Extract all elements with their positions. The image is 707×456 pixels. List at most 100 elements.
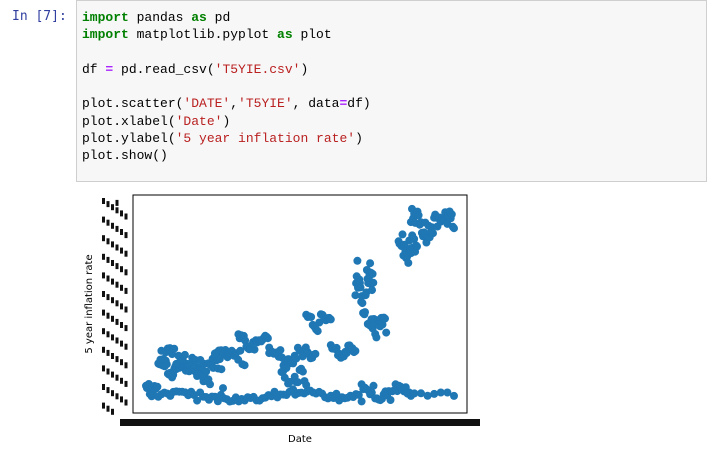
code-token: import	[82, 10, 129, 25]
data-point	[219, 384, 227, 393]
y-tick-label	[120, 396, 123, 403]
y-tick-label	[111, 371, 114, 378]
data-point	[311, 349, 320, 358]
y-tick-label	[115, 393, 119, 400]
y-tick-label	[124, 399, 128, 406]
y-tick-label	[102, 346, 105, 353]
data-point	[307, 313, 316, 321]
y-tick-label	[111, 315, 114, 322]
code-line: import pandas as pd	[82, 10, 230, 25]
data-point	[180, 350, 189, 359]
y-tick-label	[124, 325, 128, 332]
code-token: as	[191, 10, 207, 25]
data-point	[298, 367, 307, 376]
cell-output: 5 year inflation rate Date	[76, 188, 496, 456]
data-point	[282, 364, 291, 372]
code-token: plot	[292, 27, 332, 43]
data-point	[372, 333, 381, 342]
scatter-plot: 5 year inflation rate Date	[84, 194, 480, 445]
code-token: pandas	[128, 10, 192, 25]
code-token: 'T5YIE'	[238, 96, 293, 112]
data-point	[217, 365, 226, 374]
y-tick-label	[120, 247, 123, 254]
y-tick-label	[106, 275, 110, 282]
data-point	[276, 346, 285, 355]
data-point	[398, 230, 407, 239]
y-tick-label	[115, 281, 119, 288]
code-token: import	[82, 27, 129, 43]
y-tick-label	[106, 256, 110, 263]
code-token: pd.read_csv(	[113, 61, 215, 77]
code-editor[interactable]: import pandas as pd import matplotlib.py…	[82, 9, 371, 165]
data-point	[353, 256, 362, 265]
x-axis-label: Date	[288, 434, 312, 445]
code-token: =	[105, 61, 114, 77]
y-tick-label	[120, 210, 123, 217]
data-point	[369, 381, 378, 390]
y-tick-label	[111, 390, 114, 397]
code-token: as	[277, 27, 293, 43]
data-point	[293, 378, 302, 387]
data-point	[289, 385, 297, 394]
data-point	[443, 388, 452, 397]
y-tick-label	[102, 384, 105, 390]
y-tick-label	[120, 266, 123, 273]
data-point	[369, 278, 378, 287]
y-tick-label	[115, 263, 119, 270]
y-tick-label	[106, 201, 110, 208]
y-tick-label	[120, 303, 123, 310]
code-line: plot.show()	[82, 148, 168, 163]
data-point	[436, 388, 445, 397]
data-point	[382, 328, 391, 337]
y-tick-label	[102, 216, 105, 223]
data-point	[414, 211, 423, 220]
code-cell[interactable]: import pandas as pd import matplotlib.py…	[76, 0, 707, 182]
code-line: import matplotlib.pyplot as plot	[82, 27, 332, 42]
y-tick-label	[124, 287, 128, 294]
y-tick-label	[120, 284, 123, 291]
code-token: 'DATE'	[183, 96, 231, 112]
y-tick-label	[115, 300, 119, 307]
data-point	[410, 235, 419, 243]
data-point	[215, 355, 224, 364]
x-tick-label	[120, 419, 480, 426]
code-token: )	[355, 131, 363, 147]
data-point	[368, 269, 377, 278]
y-tick-label	[115, 207, 119, 214]
data-point	[450, 224, 458, 233]
y-tick-label	[124, 250, 128, 257]
y-tick-label	[124, 362, 128, 369]
code-line: plot.ylabel('5 year inflation rate')	[82, 131, 363, 146]
code-token: 'Date'	[175, 113, 223, 129]
y-tick-label	[115, 199, 119, 206]
y-tick-label	[102, 198, 105, 204]
code-token: df	[82, 61, 106, 77]
y-tick-label	[111, 408, 114, 415]
y-tick-label	[111, 260, 114, 266]
y-tick-label	[106, 349, 110, 356]
y-tick-label	[106, 368, 110, 375]
plot-axes-frame	[132, 194, 468, 414]
data-point	[386, 396, 395, 404]
code-token: 'T5YIE.csv'	[214, 61, 301, 77]
data-point	[429, 229, 437, 238]
code-token: ,	[230, 96, 239, 112]
code-token: plot.show()	[82, 148, 168, 164]
data-point	[285, 377, 294, 386]
y-tick-label	[102, 272, 105, 279]
data-point	[170, 344, 179, 353]
data-point	[417, 389, 425, 398]
y-tick-label	[106, 312, 110, 319]
y-tick-label	[111, 334, 114, 341]
data-point	[404, 258, 413, 267]
y-tick-label	[120, 322, 123, 328]
y-tick-label	[111, 241, 114, 248]
code-token: )	[300, 61, 309, 77]
y-tick-label	[124, 343, 128, 350]
data-point	[236, 346, 245, 355]
data-point	[332, 343, 341, 352]
y-tick-label	[102, 365, 105, 372]
y-tick-label	[124, 232, 128, 239]
data-point	[413, 242, 421, 251]
code-token: '5 year inflation rate'	[175, 131, 356, 147]
